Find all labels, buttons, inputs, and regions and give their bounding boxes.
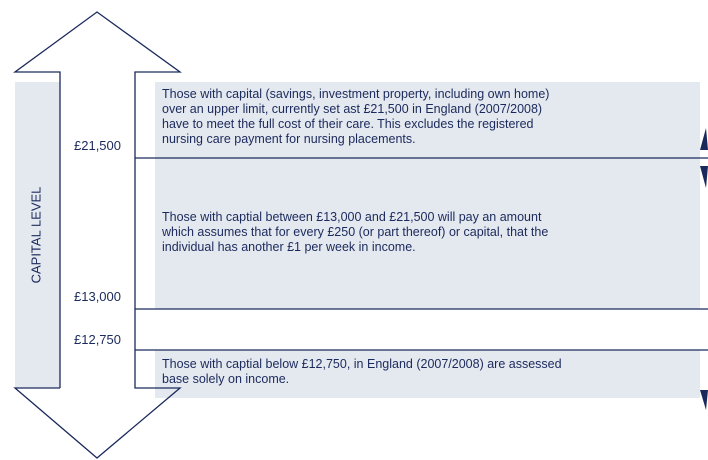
- level-label: £13,000: [74, 289, 121, 304]
- band-text: nursing care payment for nursing placeme…: [162, 132, 416, 146]
- level-label: £12,750: [74, 332, 121, 347]
- band-text: over an upper limit, currently set ast £…: [162, 102, 542, 116]
- band-upper: [155, 82, 700, 158]
- band-middle: [155, 158, 700, 309]
- axis-label: CAPITAL LEVEL: [28, 187, 43, 284]
- band-text: have to meet the full cost of their care…: [162, 117, 534, 131]
- arrow-tip: [700, 390, 708, 410]
- arrow-tip: [700, 128, 708, 150]
- axis-band: [15, 82, 60, 388]
- band-text: which assumes that for every £250 (or pa…: [161, 225, 548, 239]
- band-text: base solely on income.: [162, 372, 289, 386]
- arrow-tip: [700, 166, 708, 188]
- double-arrow: [13, 11, 183, 459]
- band-text: Those with capital (savings, investment …: [162, 87, 549, 101]
- band-lower: [155, 350, 700, 398]
- band-text: Those with captial below £12,750, in Eng…: [162, 357, 562, 371]
- band-text: individual has another £1 per week in in…: [162, 240, 416, 254]
- level-label: £21,500: [74, 138, 121, 153]
- band-text: Those with captial between £13,000 and £…: [162, 210, 542, 224]
